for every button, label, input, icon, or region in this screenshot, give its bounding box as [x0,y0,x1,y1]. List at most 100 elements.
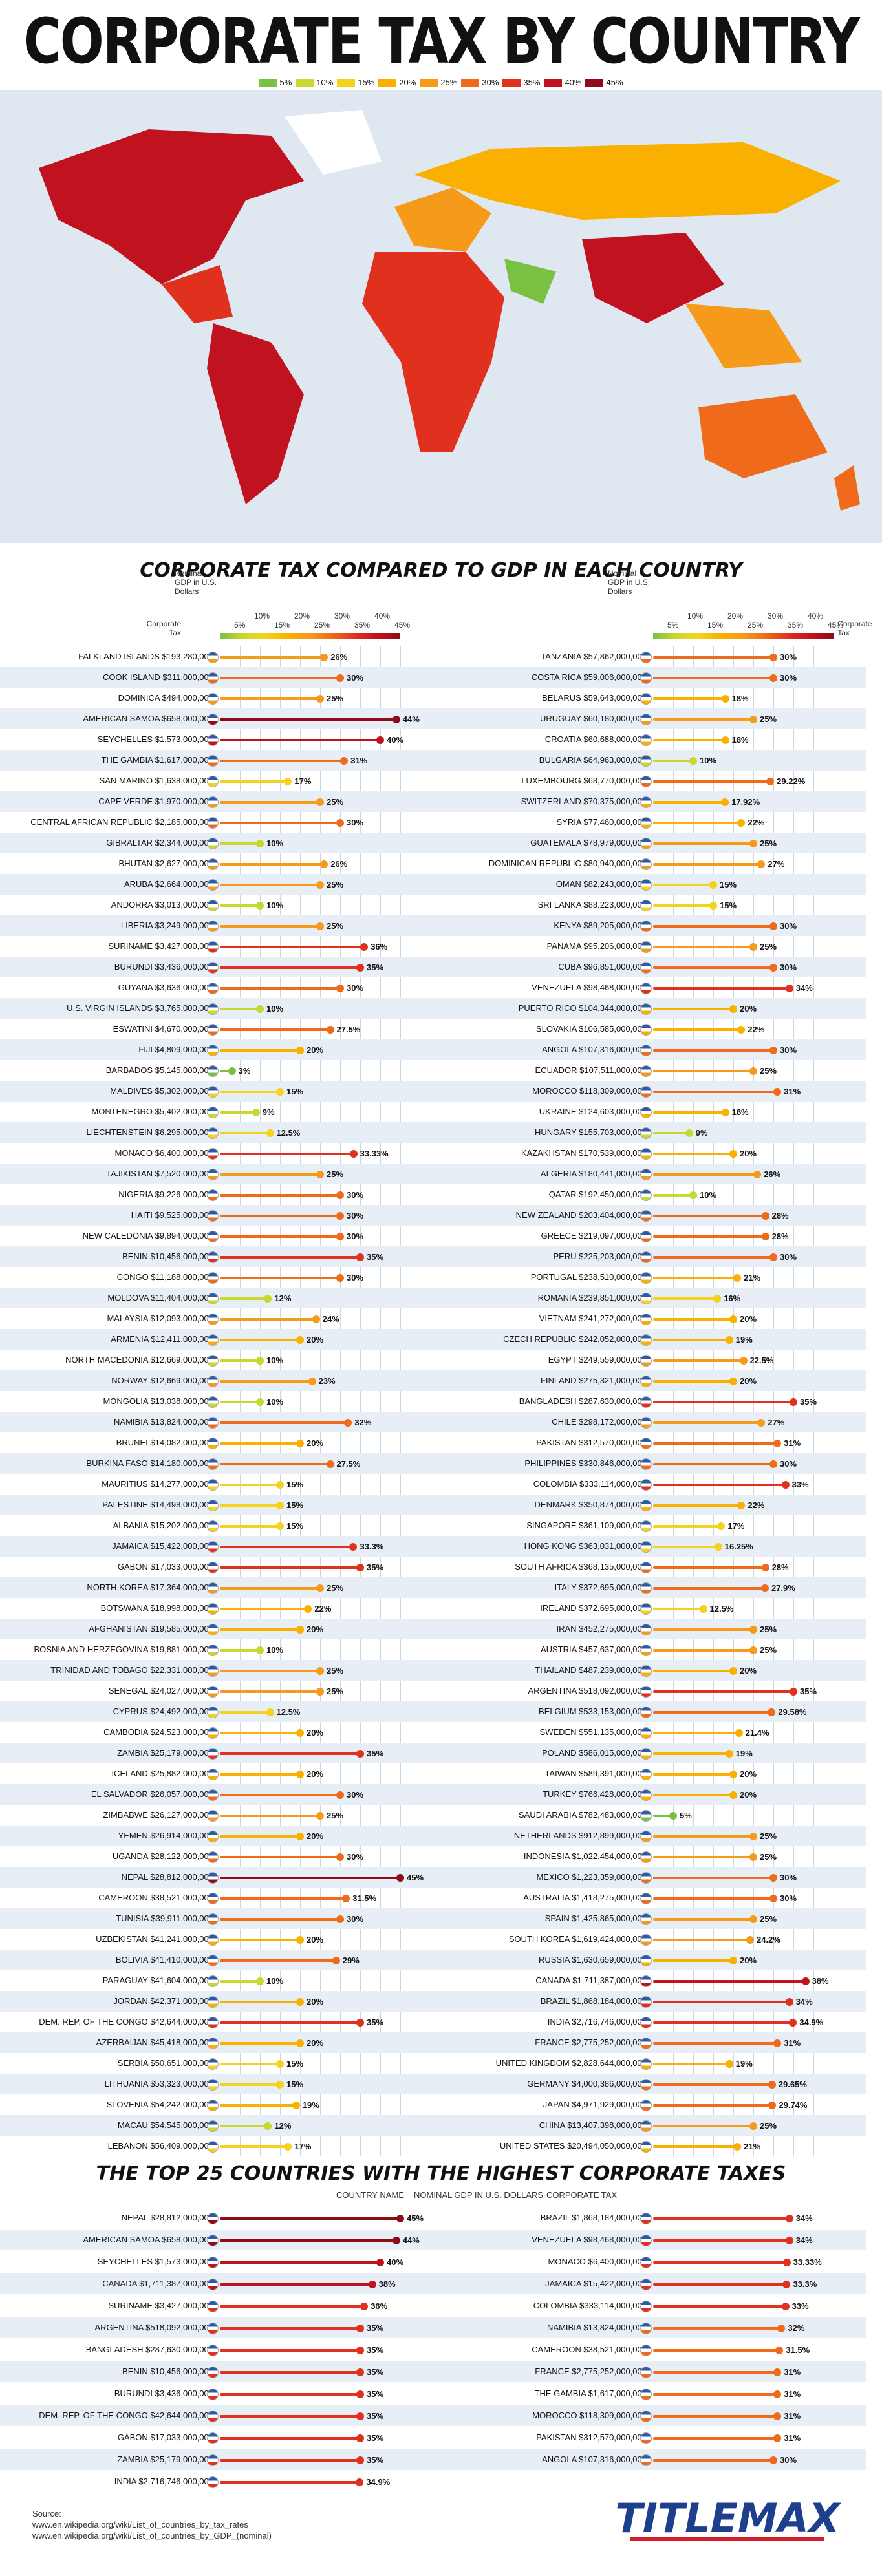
tax-stem [220,2481,360,2484]
flag-icon [640,1955,652,1966]
country-row: TRINIDAD AND TOBAGO $22,331,000,000 25% [0,1660,433,1681]
flag-icon [640,1727,652,1739]
tax-stem [653,2042,778,2045]
country-label: SOUTH AFRICA $368,135,000,000 [515,1562,647,1571]
tax-stem [220,1835,300,1838]
flag-icon [207,1645,219,1656]
tax-value: 18% [731,694,749,703]
flag-icon [640,2389,652,2400]
tax-value: 15% [286,1521,304,1531]
tax-stem [220,2459,360,2462]
country-label: MALDIVES $5,302,000,000 [110,1086,213,1096]
tax-stem [653,1918,753,1921]
tax-value: 15% [286,2059,304,2069]
country-label: BOTSWANA $18,998,000,000 [100,1603,213,1613]
tax-dot [368,2281,376,2288]
tax-dot [757,1419,766,1427]
tax-dot [336,674,344,682]
tax-dot [256,1977,264,1985]
legend-label: 20% [399,78,416,87]
country-label: FRANCE $2,775,252,000,000 [535,2038,647,2047]
country-row: SOUTH KOREA $1,619,424,000,000 24.2% [433,1929,866,1950]
tax-value: 25% [327,1666,344,1676]
tax-dot [356,2390,364,2398]
country-row: THE GAMBIA $1,617,000,000 31% [433,2383,866,2404]
legend-swatch [585,78,604,87]
tax-dot [773,1440,782,1447]
tax-stem [220,1235,340,1238]
country-row: NEW ZEALAND $203,404,000,000 28% [433,1205,866,1226]
country-row: RUSSIA $1,630,659,000,000 20% [433,1950,866,1970]
source-link-2[interactable]: www.en.wikipedia.org/wiki/List_of_countr… [32,2531,272,2540]
country-label: PALESTINE $14,498,000,000 [102,1500,213,1509]
tax-stem [653,1628,753,1631]
tax-stem [653,904,713,907]
country-label: UNITED KINGDOM $2,828,644,000,000 [495,2058,647,2068]
country-label: AUSTRALIA $1,418,275,000,000 [523,1893,647,1902]
tax-dot [769,1895,777,1902]
tax-stem [220,1587,320,1590]
flag-icon [207,1789,219,1801]
country-label: PAKISTAN $312,570,000,000 [536,1438,647,1447]
axis-tick-label: 10% [254,612,270,621]
tax-dot [760,1584,769,1592]
tax-stem [220,1649,260,1652]
country-row: SINGAPORE $361,109,000,000 17% [433,1515,866,1536]
flag-icon [640,1127,652,1139]
country-label: SERBIA $50,651,000,000 [117,2058,213,2068]
country-row: CYPRUS $24,492,000,000 12.5% [0,1701,433,1722]
tax-value: 27% [768,859,785,869]
country-label: TURKEY $766,428,000,000 [543,1789,647,1799]
country-label: DEM. REP. OF THE CONGO $42,644,000,000 [39,2411,213,2420]
country-label: CAMBODIA $24,523,000,000 [103,1727,213,1737]
country-label: NORWAY $12,669,000,000 [111,1376,213,1385]
flag-icon [207,1210,219,1222]
grid-line [813,646,814,2156]
tax-dot [316,922,324,930]
tax-stem [220,2042,300,2045]
tax-value: 15% [286,2080,304,2089]
tax-dot [256,840,264,847]
country-row: GABON $17,033,000,000 35% [0,1557,433,1577]
country-label: LIECHTENSTEIN $6,295,000,000 [86,1127,213,1137]
country-row: COOK ISLAND $311,000,000 30% [0,667,433,688]
flag-icon [640,1748,652,1760]
country-label: ZIMBABWE $26,127,000,000 [103,1810,213,1820]
legend-swatch [296,78,314,87]
tax-dot [296,1047,304,1054]
country-label: IRAN $452,275,000,000 [556,1624,647,1634]
country-label: VENEZUELA $98,468,000,000 [532,2235,647,2244]
flag-icon [207,1045,219,1056]
country-row: NORWAY $12,669,000,000 23% [0,1370,433,1391]
flag-icon [640,1500,652,1511]
axis-tick-label: 25% [748,621,764,630]
axis-tick-label: 5% [667,621,679,630]
tax-dot [735,1729,743,1737]
flag-icon [640,2079,652,2091]
tax-dot [733,2143,742,2151]
flag-icon [640,2257,652,2268]
country-label: AMERICAN SAMOA $658,000,000 [83,714,213,723]
flag-icon [640,1582,652,1594]
tax-stem [220,1049,300,1052]
source-link-1[interactable]: www.en.wikipedia.org/wiki/List_of_countr… [32,2520,248,2529]
country-label: AZERBAIJAN $45,418,000,000 [96,2038,213,2047]
tax-stem [653,1546,718,1548]
country-label: PORTUGAL $238,510,000,000 [530,1272,647,1282]
country-label: QATAR $192,450,000,000 [548,1189,647,1199]
tax-stem [653,1339,729,1341]
flag-icon [640,693,652,705]
tax-value: 3% [238,1066,251,1076]
tax-value: 40% [387,735,404,745]
flag-icon [640,1169,652,1180]
tax-dot [264,2122,272,2130]
tax-value: 31% [784,1087,801,1096]
tax-dot [768,2102,777,2109]
flag-icon [207,879,219,891]
tax-dot [316,1688,324,1696]
tax-dot [336,1791,344,1799]
country-label: CAMEROON $38,521,000,000 [532,2345,647,2354]
country-label: CUBA $96,851,000,000 [558,962,647,972]
tax-dot [699,1605,707,1613]
country-row: VENEZUELA $98,468,000,000 34% [433,977,866,998]
